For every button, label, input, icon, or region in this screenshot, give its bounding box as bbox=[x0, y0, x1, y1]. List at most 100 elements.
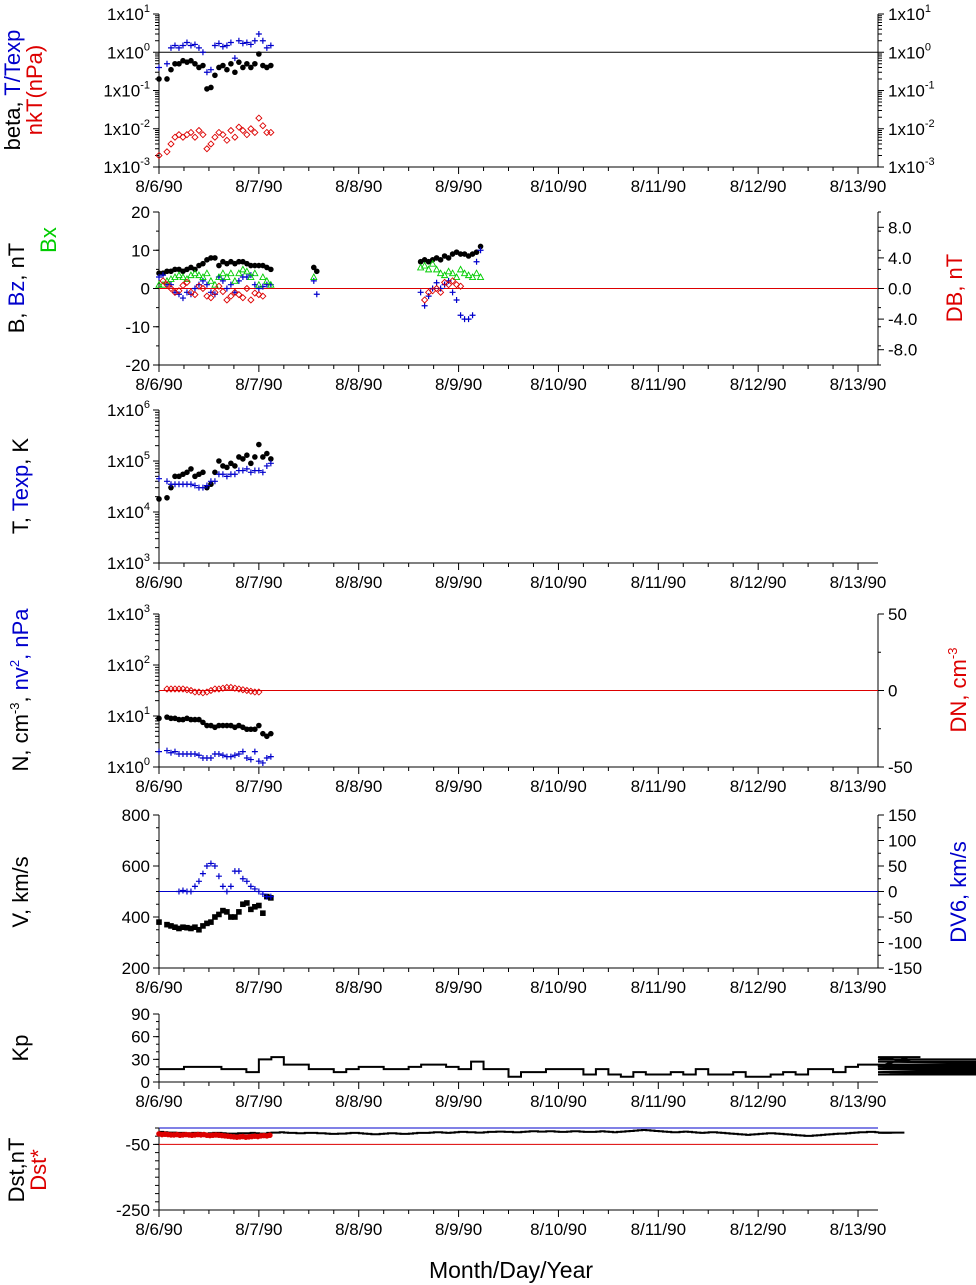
y-axis-label-part: , nPa bbox=[8, 608, 33, 660]
x-tick-label: 8/11/90 bbox=[631, 978, 686, 997]
x-tick-label: 8/11/90 bbox=[631, 1092, 686, 1111]
y-tick-label-right: 50 bbox=[888, 857, 907, 876]
data-point bbox=[199, 131, 207, 139]
right-axis-label-sup: -3 bbox=[945, 648, 960, 660]
data-point bbox=[199, 49, 206, 56]
data-point bbox=[243, 686, 251, 695]
y-tick-label-left-exp: 1 bbox=[144, 705, 150, 717]
x-tick-label: 8/7/90 bbox=[235, 1092, 282, 1111]
data-point bbox=[211, 42, 218, 49]
data-point bbox=[159, 272, 166, 279]
data-point bbox=[239, 748, 246, 755]
data-point bbox=[224, 909, 230, 915]
data-point bbox=[223, 42, 230, 49]
y-tick-label-left-base: 1x10 bbox=[107, 605, 144, 624]
data-point bbox=[247, 883, 254, 890]
data-point bbox=[252, 726, 258, 733]
right-axis-label-part: DB, nT bbox=[942, 254, 967, 322]
data-point bbox=[231, 752, 238, 759]
y-tick-label-left: 200 bbox=[122, 959, 150, 978]
data-point bbox=[251, 289, 259, 297]
x-tick-label: 8/8/90 bbox=[335, 177, 382, 196]
data-point bbox=[167, 749, 174, 756]
data-point bbox=[255, 31, 262, 38]
x-tick-label: 8/8/90 bbox=[335, 1220, 382, 1239]
data-point bbox=[163, 148, 171, 156]
x-tick-label: 8/12/90 bbox=[730, 1092, 787, 1111]
data-point bbox=[429, 285, 436, 292]
data-point bbox=[239, 126, 247, 135]
y-tick-label-right-base: 1x10 bbox=[888, 43, 925, 62]
y-tick-label-left-base: 1x10 bbox=[107, 656, 144, 675]
data-point bbox=[219, 752, 226, 759]
data-point bbox=[224, 464, 230, 471]
right-axis-label: DB, nT bbox=[942, 254, 967, 322]
x-tick-label: 8/10/90 bbox=[530, 1220, 587, 1239]
data-point bbox=[452, 273, 461, 280]
x-tick-label: 8/13/90 bbox=[830, 1092, 887, 1111]
y-tick-label-right: 1x10-1 bbox=[888, 80, 935, 101]
data-point bbox=[171, 685, 179, 693]
y-tick-label-right: 1x10-2 bbox=[888, 118, 935, 139]
data-point bbox=[223, 136, 231, 144]
data-point bbox=[164, 268, 170, 275]
data-point bbox=[212, 255, 218, 261]
data-point bbox=[227, 269, 235, 277]
data-point bbox=[228, 60, 234, 67]
data-point bbox=[248, 460, 254, 467]
data-point bbox=[456, 265, 465, 273]
data-point bbox=[211, 478, 218, 485]
data-point bbox=[267, 893, 274, 900]
data-point bbox=[448, 269, 457, 277]
x-tick-label: 8/11/90 bbox=[631, 573, 686, 592]
y-tick-label-left-exp: 4 bbox=[144, 501, 150, 513]
data-point bbox=[195, 126, 203, 135]
right-axis-label: DV6, km/s bbox=[946, 841, 971, 942]
data-point bbox=[263, 755, 270, 762]
data-point bbox=[216, 911, 222, 918]
data-point bbox=[432, 284, 441, 293]
data-point bbox=[184, 469, 190, 476]
data-point bbox=[215, 750, 222, 757]
data-point bbox=[449, 289, 456, 296]
y-tick-label-right-base: 1x10 bbox=[888, 82, 925, 101]
data-point bbox=[220, 62, 226, 69]
data-point bbox=[200, 719, 206, 726]
x-tick-label: 8/11/90 bbox=[631, 177, 686, 196]
y-tick-label-left-exp: -2 bbox=[140, 118, 150, 130]
x-tick-label: 8/9/90 bbox=[435, 1092, 482, 1111]
data-point bbox=[268, 456, 274, 462]
data-point bbox=[239, 686, 247, 694]
data-point bbox=[231, 684, 239, 692]
data-point bbox=[187, 888, 194, 895]
data-point bbox=[219, 684, 227, 692]
data-point bbox=[168, 923, 174, 929]
y-tick-label-left: 1x10-1 bbox=[103, 80, 150, 101]
data-point bbox=[183, 274, 191, 282]
data-point bbox=[164, 921, 170, 928]
data-point bbox=[199, 277, 206, 284]
data-point bbox=[235, 750, 242, 757]
data-point bbox=[263, 128, 271, 137]
data-point bbox=[460, 269, 469, 277]
data-point bbox=[260, 910, 266, 916]
data-point bbox=[236, 59, 242, 65]
y-tick-label-left: 1x10-2 bbox=[103, 118, 150, 139]
y-axis-label-part: Dst,nT bbox=[4, 1138, 29, 1203]
y-axis-label: Kp bbox=[8, 1035, 33, 1062]
data-point bbox=[424, 265, 433, 273]
data-point bbox=[204, 722, 210, 729]
data-point bbox=[247, 469, 254, 476]
data-point bbox=[310, 277, 317, 284]
data-point bbox=[227, 883, 234, 890]
y-tick-label-right: -8.0 bbox=[888, 341, 917, 360]
x-tick-label: 8/9/90 bbox=[435, 978, 482, 997]
data-point bbox=[188, 466, 194, 472]
x-tick-label: 8/10/90 bbox=[530, 978, 587, 997]
y-tick-label-left: 30 bbox=[131, 1050, 150, 1069]
panel-temperature: 8/6/90 8/7/90 8/8/90 8/9/90 8/10/90 8/11/90 8/… bbox=[8, 399, 886, 592]
y-tick-label-left: -250 bbox=[116, 1201, 150, 1220]
data-point bbox=[428, 259, 437, 267]
y-tick-label-left-exp: 0 bbox=[144, 756, 150, 768]
